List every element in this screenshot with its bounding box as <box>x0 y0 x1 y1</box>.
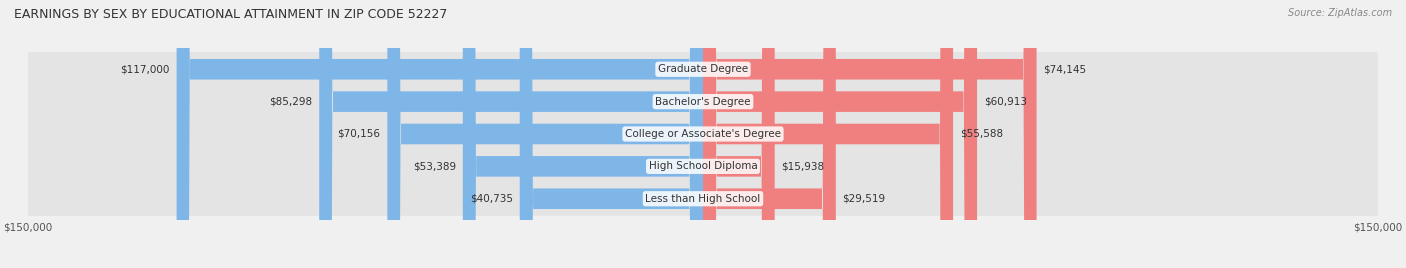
Text: Bachelor's Degree: Bachelor's Degree <box>655 97 751 107</box>
FancyBboxPatch shape <box>463 0 703 268</box>
Text: $85,298: $85,298 <box>270 97 312 107</box>
Text: $53,389: $53,389 <box>413 161 456 171</box>
FancyBboxPatch shape <box>28 182 1378 216</box>
FancyBboxPatch shape <box>28 85 1378 119</box>
Text: $70,156: $70,156 <box>337 129 381 139</box>
Text: $15,938: $15,938 <box>782 161 824 171</box>
Text: $29,519: $29,519 <box>842 194 886 204</box>
Text: $117,000: $117,000 <box>121 64 170 74</box>
Text: $55,588: $55,588 <box>960 129 1002 139</box>
Text: $40,735: $40,735 <box>470 194 513 204</box>
FancyBboxPatch shape <box>520 0 703 268</box>
Text: Less than High School: Less than High School <box>645 194 761 204</box>
FancyBboxPatch shape <box>703 0 1036 268</box>
FancyBboxPatch shape <box>319 0 703 268</box>
FancyBboxPatch shape <box>177 0 703 268</box>
Text: College or Associate's Degree: College or Associate's Degree <box>626 129 780 139</box>
FancyBboxPatch shape <box>28 149 1378 183</box>
Text: Source: ZipAtlas.com: Source: ZipAtlas.com <box>1288 8 1392 18</box>
Text: EARNINGS BY SEX BY EDUCATIONAL ATTAINMENT IN ZIP CODE 52227: EARNINGS BY SEX BY EDUCATIONAL ATTAINMEN… <box>14 8 447 21</box>
Text: High School Diploma: High School Diploma <box>648 161 758 171</box>
FancyBboxPatch shape <box>703 0 835 268</box>
FancyBboxPatch shape <box>388 0 703 268</box>
FancyBboxPatch shape <box>703 0 775 268</box>
Text: $60,913: $60,913 <box>984 97 1026 107</box>
FancyBboxPatch shape <box>703 0 953 268</box>
FancyBboxPatch shape <box>28 117 1378 151</box>
FancyBboxPatch shape <box>703 0 977 268</box>
Text: Graduate Degree: Graduate Degree <box>658 64 748 74</box>
FancyBboxPatch shape <box>28 52 1378 86</box>
Text: $74,145: $74,145 <box>1043 64 1087 74</box>
